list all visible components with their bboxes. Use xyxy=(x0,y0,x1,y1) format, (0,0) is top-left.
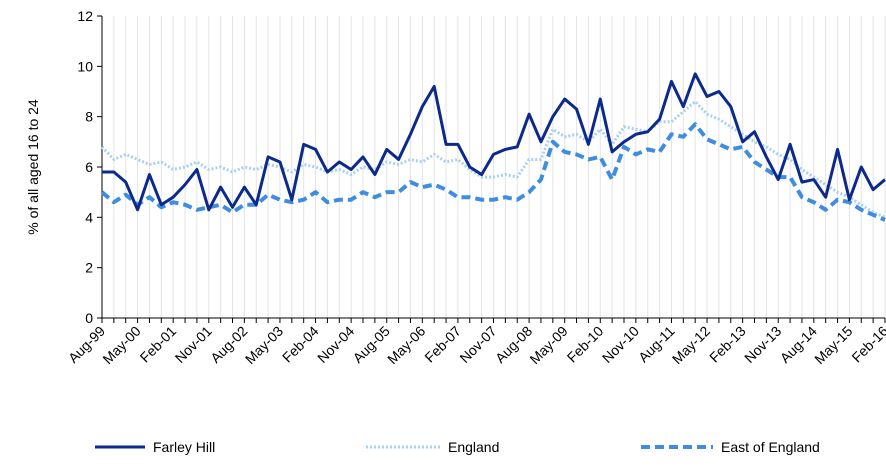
x-tick-label: Nov-10 xyxy=(599,323,642,366)
x-tick-label: Nov-13 xyxy=(741,323,784,366)
x-tick-label: May-00 xyxy=(99,323,143,367)
series-line-east-of-england xyxy=(100,122,886,222)
x-tick-label: May-03 xyxy=(242,323,286,367)
y-tick-label: 2 xyxy=(85,260,93,276)
y-tick-label: 8 xyxy=(85,109,93,125)
series-line-farley-hill xyxy=(102,72,886,212)
x-tick-label: Feb-16 xyxy=(848,323,886,366)
x-tick-label: May-12 xyxy=(669,323,713,367)
legend-label: East of England xyxy=(721,439,820,455)
x-tick-label: May-15 xyxy=(811,323,855,367)
legend-label: Farley Hill xyxy=(153,439,215,455)
x-tick-label: May-06 xyxy=(384,323,428,367)
x-tick-label: Nov-01 xyxy=(172,323,215,366)
y-axis-title: % of all aged 16 to 24 xyxy=(25,99,41,235)
legend-label: England xyxy=(448,439,499,455)
x-tick-label: Feb-07 xyxy=(421,323,464,366)
legend: Farley Hill England East of England xyxy=(95,439,820,455)
series-line-england xyxy=(100,100,886,219)
x-tick-label: Feb-04 xyxy=(279,323,322,366)
gridlines xyxy=(101,16,886,318)
x-tick-label: Feb-13 xyxy=(706,323,749,366)
axes: 024681012Aug-99May-00Feb-01Nov-01Aug-02M… xyxy=(65,8,886,367)
y-tick-label: 0 xyxy=(85,310,93,326)
x-tick-label: Feb-10 xyxy=(564,323,607,366)
x-tick-label: Nov-07 xyxy=(456,323,499,366)
x-tick-label: May-09 xyxy=(526,323,570,367)
series-lines xyxy=(100,72,886,222)
y-tick-label: 10 xyxy=(77,58,93,74)
y-tick-label: 6 xyxy=(85,159,93,175)
y-tick-label: 12 xyxy=(77,8,93,24)
x-tick-label: Feb-01 xyxy=(137,323,180,366)
x-tick-label: Nov-04 xyxy=(314,323,357,366)
y-tick-label: 4 xyxy=(85,209,93,225)
